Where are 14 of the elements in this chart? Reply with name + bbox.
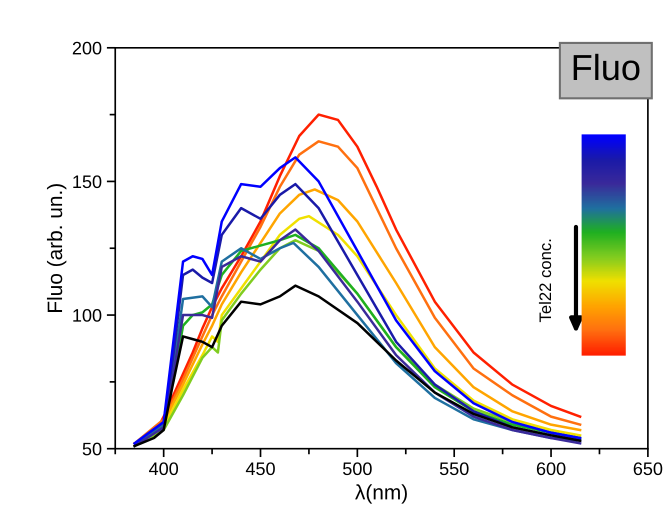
y-tick-label: 150 — [73, 175, 102, 188]
x-tick-label: 450 — [246, 462, 275, 476]
x-axis-title: λ(nm) — [355, 484, 407, 504]
x-tick-label: 600 — [536, 462, 566, 476]
y-axis-title: Fluo (arb. un.) — [46, 184, 66, 312]
x-tick-label: 550 — [440, 462, 469, 476]
annotation: Tel22 conc. — [538, 240, 552, 322]
y-tick-label: 100 — [73, 308, 102, 322]
x-tick-label: 500 — [343, 462, 372, 476]
x-tick-label: 400 — [149, 462, 178, 476]
y-tick-label: 50 — [82, 442, 102, 456]
x-tick-label: 650 — [634, 462, 662, 476]
y-tick-label: 200 — [72, 42, 102, 55]
annotation: Fluo — [574, 54, 640, 80]
